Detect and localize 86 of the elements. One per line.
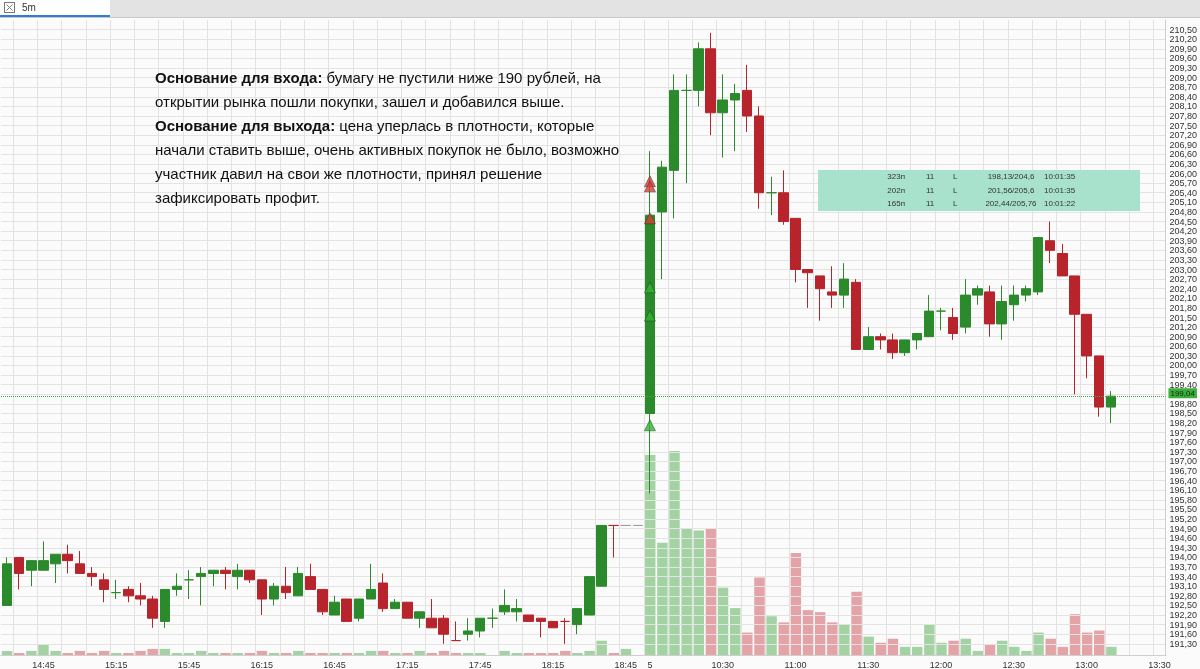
y-tick-label: 196,70 [1169,466,1197,477]
y-tick-label: 201,50 [1169,312,1197,323]
x-tick-label: 14:45 [32,659,55,669]
y-tick-label: 191,90 [1169,619,1197,630]
x-tick-label: 17:45 [468,659,492,669]
y-tick-label: 206,60 [1169,149,1197,160]
x-tick-label: 15:45 [177,659,201,669]
y-tick-label: 198,50 [1169,408,1197,419]
y-tick-label: 197,30 [1169,446,1197,457]
y-tick-label: 202,40 [1169,283,1197,294]
annotation: Основание для выхода: цена уперлась в плотности, которые начали ставить выше, очень активных покупок не было, возможно участник давил на свои же плотности, принял решение зафиксировать профит. [155,116,621,208]
y-tick-label: 197,60 [1169,437,1197,448]
x-tick-label: 17:15 [396,659,419,669]
y-tick-label: 207,20 [1169,130,1197,141]
ref-line-label: 199,04 [1170,388,1196,398]
y-tick-label: 192,50 [1169,600,1197,611]
y-tick-label: 205,10 [1169,197,1197,208]
y-tick-label: 208,40 [1169,91,1197,102]
y-tick-label: 195,20 [1169,514,1197,525]
y-tick-label: 197,90 [1169,427,1197,438]
x-tick-label: 13:30 [1148,659,1171,669]
chart-title: 5m [22,1,36,15]
y-tick-label: 200,30 [1169,350,1197,361]
x-tick-label: 10:30 [711,659,734,669]
y-tick-label: 209,00 [1169,72,1197,83]
x-tick-label: 16:15 [250,659,274,669]
y-tick-label: 196,10 [1169,485,1197,496]
y-tick-label: 192,20 [1169,610,1197,621]
y-tick-label: 196,40 [1169,475,1197,486]
y-tick-label: 191,30 [1169,638,1197,649]
annotation: Основание для входа: бумагу не пустили ниже 190 рублей, на открытии рынка пошли покупки, зашел и добавился выше. [155,68,602,112]
y-tick-label: 201,80 [1169,302,1197,313]
y-tick-label: 195,80 [1169,494,1197,505]
y-tick-label: 203,00 [1169,264,1197,275]
y-tick-label: 197,00 [1169,456,1197,467]
y-tick-label: 199,70 [1169,370,1197,381]
y-tick-label: 193,10 [1169,581,1197,592]
y-tick-label: 207,50 [1169,120,1197,131]
x-tick-label: 11:00 [784,659,807,669]
x-tick-label: 15:15 [104,659,128,669]
y-tick-label: 205,40 [1169,187,1197,198]
y-tick-label: 204,20 [1169,226,1197,237]
y-tick-label: 195,50 [1169,504,1197,515]
y-tick-label: 193,70 [1169,562,1197,573]
y-tick-label: 205,70 [1169,178,1197,189]
x-tick-label: 11:30 [857,659,880,669]
y-tick-label: 194,30 [1169,542,1197,553]
x-tick-label: 12:00 [929,659,953,669]
y-tick-label: 203,30 [1169,254,1197,265]
y-tick-label: 192,80 [1169,590,1197,601]
y-tick-label: 207,80 [1169,110,1197,121]
y-tick-label: 203,60 [1169,245,1197,256]
y-tick-label: 206,90 [1169,139,1197,150]
x-tick-label: 16:45 [323,659,346,669]
y-tick-label: 210,50 [1169,24,1197,35]
x-tick-label: 18:45 [614,659,637,669]
y-tick-label: 209,90 [1169,43,1197,54]
y-tick-label: 193,40 [1169,571,1197,582]
y-tick-label: 210,20 [1169,34,1197,45]
x-tick-label: 13:00 [1075,659,1098,669]
y-tick-label: 206,30 [1169,158,1197,169]
x-tick-label: 12:30 [1002,659,1026,669]
y-tick-label: 200,00 [1169,360,1197,371]
y-tick-label: 198,80 [1169,398,1197,409]
y-tick-label: 208,10 [1169,101,1197,112]
x-tick-label: 5 [647,659,653,669]
y-tick-label: 199,40 [1169,379,1197,390]
y-tick-label: 200,90 [1169,331,1197,342]
y-tick-label: 198,20 [1169,418,1197,429]
y-tick-label: 203,90 [1169,235,1197,246]
y-tick-label: 209,60 [1169,53,1197,64]
y-tick-label: 208,70 [1169,82,1197,93]
y-tick-label: 206,00 [1169,168,1197,179]
y-tick-label: 204,80 [1169,206,1197,217]
y-tick-label: 204,50 [1169,216,1197,227]
y-tick-label: 194,00 [1169,552,1197,563]
y-tick-label: 200,60 [1169,341,1197,352]
y-tick-label: 191,60 [1169,629,1197,640]
y-tick-label: 194,60 [1169,533,1197,544]
y-tick-label: 194,90 [1169,523,1197,534]
y-tick-label: 202,10 [1169,293,1197,304]
y-tick-label: 201,20 [1169,322,1197,333]
y-tick-label: 209,30 [1169,62,1197,73]
x-tick-label: 18:15 [541,659,565,669]
trade-table: 323п 11 L 198,13/204,6 10:01:35 202п 11 L 201,56/205,6 10:01:35 165п 11 L 202,44/205,76 10:01:22 [818,170,1140,212]
y-tick-label: 202,70 [1169,274,1197,285]
